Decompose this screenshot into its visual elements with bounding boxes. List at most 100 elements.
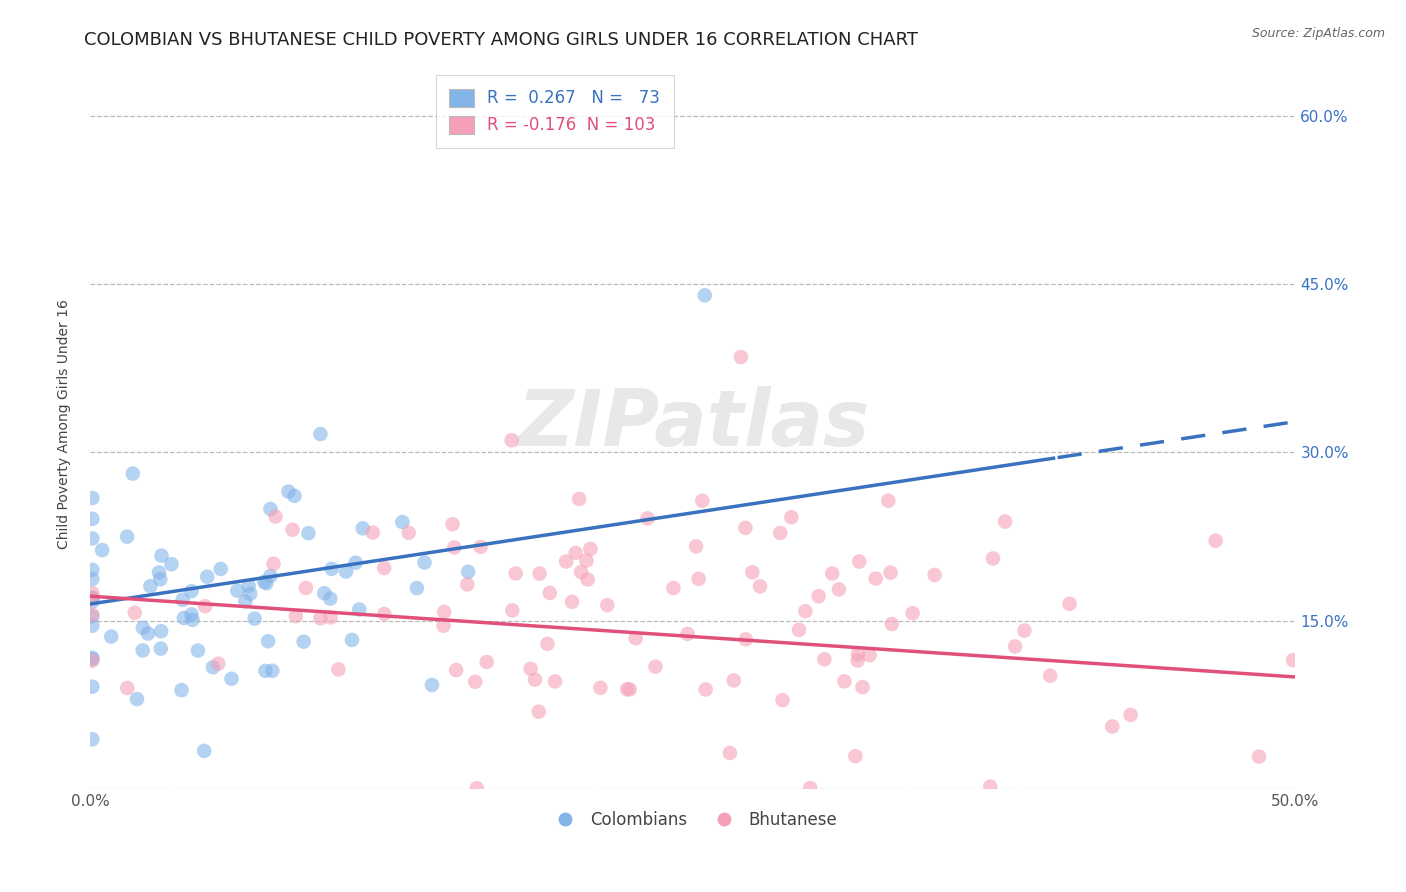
Point [730, 350, 752, 364]
Point [180, 607, 202, 622]
Point [226, 583, 249, 598]
Point [432, 619, 454, 633]
Point [685, 539, 707, 553]
Point [456, 577, 478, 591]
Point [1119, 707, 1142, 722]
Point [589, 681, 612, 695]
Point [132, 621, 155, 635]
Point [848, 554, 870, 568]
Point [624, 632, 647, 646]
Point [139, 579, 162, 593]
Point [173, 611, 195, 625]
Point [150, 624, 173, 639]
Point [880, 617, 903, 632]
Point [100, 630, 122, 644]
Point [239, 587, 262, 601]
Point [877, 493, 900, 508]
Point [807, 589, 830, 603]
Point [132, 643, 155, 657]
Point [406, 581, 429, 595]
Point [148, 566, 170, 580]
Y-axis label: Child Poverty Among Girls Under 16: Child Poverty Among Girls Under 16 [58, 300, 72, 549]
Point [858, 648, 880, 663]
Point [1101, 719, 1123, 733]
Point [125, 692, 148, 706]
Point [340, 632, 363, 647]
Point [281, 523, 304, 537]
Point [82, 512, 104, 526]
Point [136, 626, 159, 640]
Point [470, 540, 492, 554]
Point [1282, 653, 1305, 667]
Point [361, 525, 384, 540]
Point [523, 673, 546, 687]
Point [994, 515, 1017, 529]
Point [124, 606, 146, 620]
Point [115, 530, 138, 544]
Point [82, 595, 104, 609]
Point [181, 613, 204, 627]
Point [749, 579, 772, 593]
Point [834, 674, 856, 689]
Point [568, 491, 591, 506]
Point [844, 749, 866, 764]
Point [309, 611, 332, 625]
Point [82, 680, 104, 694]
Point [443, 541, 465, 555]
Point [398, 525, 420, 540]
Point [420, 678, 443, 692]
Point [596, 598, 619, 612]
Point [82, 650, 104, 665]
Point [505, 566, 527, 581]
Point [544, 674, 567, 689]
Point [259, 502, 281, 516]
Point [149, 641, 172, 656]
Point [799, 781, 821, 796]
Point [851, 680, 873, 694]
Point [254, 664, 277, 678]
Point [121, 467, 143, 481]
Point [444, 663, 467, 677]
Point [319, 610, 342, 624]
Point [676, 627, 699, 641]
Point [772, 693, 794, 707]
Point [1059, 597, 1081, 611]
Point [117, 681, 139, 695]
Point [1004, 640, 1026, 654]
Point [314, 586, 336, 600]
Point [828, 582, 851, 597]
Point [82, 532, 104, 546]
Point [172, 592, 194, 607]
Point [297, 526, 319, 541]
Point [529, 566, 551, 581]
Point [465, 781, 488, 796]
Point [284, 609, 307, 624]
Point [475, 655, 498, 669]
Point [263, 557, 285, 571]
Point [575, 553, 598, 567]
Point [238, 579, 260, 593]
Point [1014, 624, 1036, 638]
Point [846, 653, 869, 667]
Point [82, 591, 104, 605]
Point [160, 558, 183, 572]
Point [82, 618, 104, 632]
Point [82, 607, 104, 622]
Point [264, 509, 287, 524]
Legend: Colombians, Bhutanese: Colombians, Bhutanese [541, 805, 844, 836]
Point [150, 549, 173, 563]
Text: ZIPatlas: ZIPatlas [516, 386, 869, 462]
Point [187, 643, 209, 657]
Point [1039, 669, 1062, 683]
Point [441, 517, 464, 532]
Point [253, 574, 276, 589]
Point [82, 654, 104, 668]
Point [794, 604, 817, 618]
Point [335, 565, 357, 579]
Point [277, 484, 299, 499]
Point [319, 591, 342, 606]
Point [576, 573, 599, 587]
Point [865, 572, 887, 586]
Point [391, 515, 413, 529]
Point [344, 556, 367, 570]
